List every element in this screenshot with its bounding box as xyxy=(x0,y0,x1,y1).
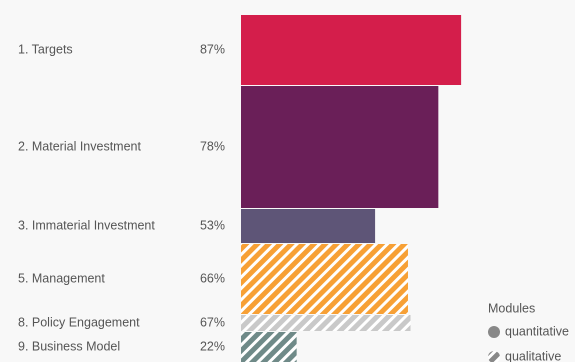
bar xyxy=(241,315,411,331)
legend-title: Modules xyxy=(488,301,535,315)
bar xyxy=(241,209,376,243)
legend-icon xyxy=(488,351,500,362)
category-label: 8. Policy Engagement xyxy=(18,315,140,329)
value-label: 53% xyxy=(200,218,225,232)
value-label: 66% xyxy=(200,271,225,285)
category-label: 2. Material Investment xyxy=(18,139,141,153)
bar xyxy=(241,15,462,85)
value-label: 78% xyxy=(200,139,225,153)
legend-label: quantitative xyxy=(505,324,569,338)
category-label: 9. Business Model xyxy=(18,339,120,353)
category-label: 1. Targets xyxy=(18,42,73,56)
value-label: 22% xyxy=(200,339,225,353)
bar xyxy=(241,332,297,362)
category-label: 5. Management xyxy=(18,271,105,285)
bar xyxy=(241,86,439,208)
legend-label: qualitative xyxy=(505,349,561,362)
bar xyxy=(241,244,408,314)
value-label: 67% xyxy=(200,315,225,329)
legend-icon xyxy=(488,326,500,338)
category-label: 3. Immaterial Investment xyxy=(18,218,155,232)
value-label: 87% xyxy=(200,42,225,56)
